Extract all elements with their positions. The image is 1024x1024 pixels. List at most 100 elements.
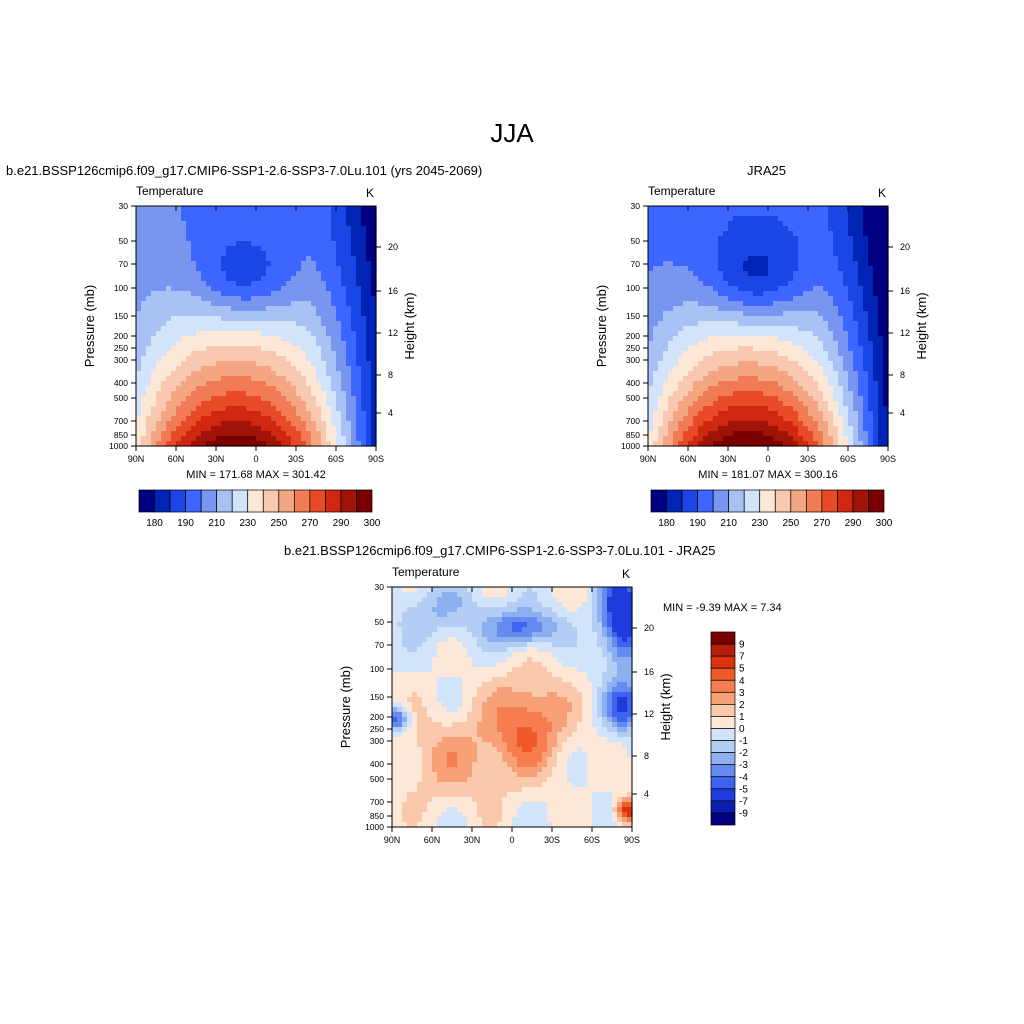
obs-cell [743, 281, 749, 287]
model-cell [286, 206, 292, 212]
obs-cell [658, 261, 664, 267]
obs-cell [753, 366, 759, 372]
obs-cell [708, 231, 714, 237]
model-cell [146, 371, 152, 377]
obs-cell [723, 396, 729, 402]
model-cell [171, 246, 177, 252]
obs-cell [673, 241, 679, 247]
obs-cell [838, 241, 844, 247]
model-cell [136, 366, 142, 372]
obs-cell [708, 391, 714, 397]
obs-cell [818, 336, 824, 342]
obs-cell [883, 301, 889, 307]
model-cell [181, 406, 187, 412]
obs-cell [703, 301, 709, 307]
obs-cell [728, 431, 734, 437]
obs-cell [878, 286, 884, 292]
obs-cell [668, 206, 674, 212]
obs-cell [863, 366, 869, 372]
obs-cell [748, 441, 754, 447]
obs-cell [843, 236, 849, 242]
model-cell [291, 426, 297, 432]
model-cell [191, 301, 197, 307]
obs-cell [793, 391, 799, 397]
obs-cell [808, 326, 814, 332]
model-cell [316, 326, 322, 332]
obs-cell [733, 216, 739, 222]
obs-cell [813, 421, 819, 427]
obs-cell [738, 391, 744, 397]
obs-cell [868, 281, 874, 287]
obs-cell [853, 221, 859, 227]
obs-cell [823, 301, 829, 307]
diff-cell [392, 657, 398, 663]
model-cell [211, 231, 217, 237]
obs-cell [668, 271, 674, 277]
model-cell [261, 251, 267, 257]
diff-cell [402, 622, 408, 628]
obs-cell [878, 226, 884, 232]
diff-cell [407, 607, 413, 613]
model-cell [231, 321, 237, 327]
obs-cell [678, 231, 684, 237]
model-cell [251, 416, 257, 422]
model-cell [301, 406, 307, 412]
model-cell [326, 371, 332, 377]
model-cell [371, 301, 377, 307]
model-cell [311, 261, 317, 267]
model-cell [141, 306, 147, 312]
obs-y2-tick-label: 8 [900, 370, 905, 380]
obs-cell [853, 306, 859, 312]
model-cell [231, 326, 237, 332]
model-cell [266, 281, 272, 287]
obs-cell [768, 306, 774, 312]
obs-cell [733, 266, 739, 272]
model-cell [251, 441, 257, 447]
model-cell [151, 336, 157, 342]
obs-cell [683, 376, 689, 382]
model-cell [241, 396, 247, 402]
obs-cell [828, 271, 834, 277]
model-cell [311, 341, 317, 347]
model-cell [356, 276, 362, 282]
model-cell [261, 406, 267, 412]
model-cell [271, 291, 277, 297]
obs-cell [693, 421, 699, 427]
obs-cell [883, 371, 889, 377]
model-cell [311, 406, 317, 412]
diff-cell [397, 647, 403, 653]
obs-cell [873, 246, 879, 252]
model-cell [156, 211, 162, 217]
model-cell [226, 371, 232, 377]
model-cell [356, 246, 362, 252]
model-cell [301, 291, 307, 297]
obs-cell [858, 291, 864, 297]
obs-cell [848, 236, 854, 242]
obs-cell [653, 361, 659, 367]
model-cell [311, 416, 317, 422]
obs-cell [773, 286, 779, 292]
obs-cell [678, 371, 684, 377]
obs-cell [813, 391, 819, 397]
model-cell [286, 366, 292, 372]
model-cell [151, 251, 157, 257]
obs-cell [788, 381, 794, 387]
obs-cell [828, 376, 834, 382]
model-cell [276, 381, 282, 387]
diff-cell [397, 672, 403, 678]
obs-cell [758, 376, 764, 382]
obs-cell [868, 296, 874, 302]
obs-cell [793, 341, 799, 347]
model-cell [171, 441, 177, 447]
obs-cell [778, 346, 784, 352]
obs-cell [743, 356, 749, 362]
obs-cell [668, 211, 674, 217]
model-cell [356, 291, 362, 297]
model-cell [341, 256, 347, 262]
obs-cell [798, 226, 804, 232]
model-cell [226, 361, 232, 367]
obs-cell [658, 291, 664, 297]
obs-cell [698, 321, 704, 327]
obs-cell [803, 236, 809, 242]
obs-cell [723, 376, 729, 382]
